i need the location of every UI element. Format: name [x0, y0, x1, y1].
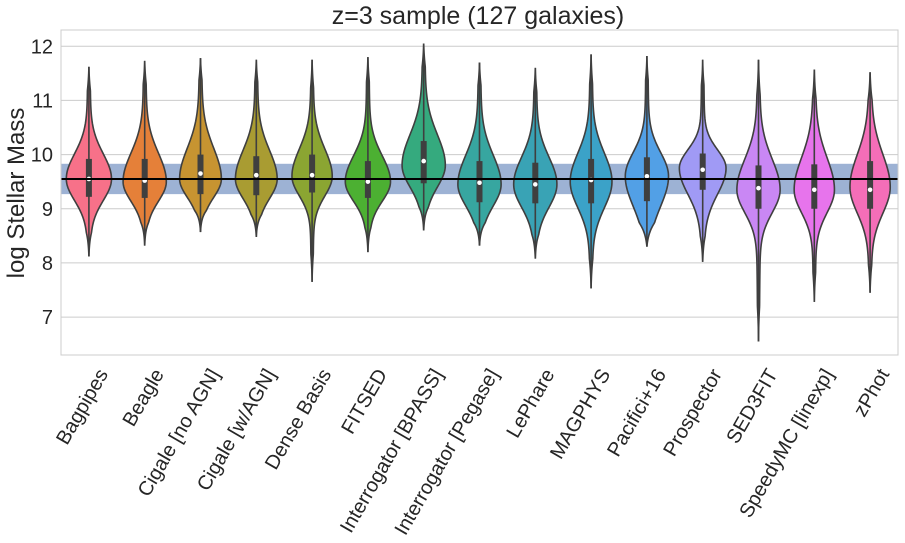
violin-median: [365, 179, 371, 184]
y-tick-label: 11: [32, 90, 53, 112]
violin-13: [793, 69, 836, 302]
plot-frame: [60, 29, 899, 356]
violin-median: [812, 187, 817, 193]
violin-4: [291, 59, 334, 282]
violin-14: [849, 72, 892, 293]
violin-iqr-box: [811, 164, 818, 209]
violin-iqr-box: [867, 161, 874, 209]
y-tick-labels: 7 8 9 10 11 12: [31, 36, 53, 329]
violin-median: [309, 172, 315, 178]
y-tick-label: 8: [42, 253, 53, 275]
y-tick-label: 9: [42, 199, 53, 221]
y-tick-label: 7: [42, 307, 53, 329]
y-tick-label: 12: [31, 36, 53, 58]
violin-11: [678, 59, 727, 262]
violin-3: [234, 59, 278, 237]
violin-median: [644, 173, 650, 179]
violin-6: [401, 43, 447, 231]
violin-2: [178, 58, 223, 233]
violin-median: [253, 172, 259, 178]
violin-median: [533, 182, 538, 187]
violin-median: [867, 187, 873, 193]
y-tick-label: 10: [31, 145, 53, 167]
violin-12: [736, 59, 781, 342]
violin-7: [457, 62, 502, 246]
violin-median: [756, 185, 761, 191]
y-axis-title: log Stellar Mass: [3, 108, 30, 279]
violin-8: [512, 67, 558, 259]
violin-9: [569, 54, 613, 289]
violin-median: [198, 171, 203, 176]
violin-median: [700, 167, 705, 173]
chart-title: z=3 sample (127 galaxies): [332, 2, 625, 30]
violin-median: [477, 180, 482, 186]
violin-median: [421, 158, 427, 164]
